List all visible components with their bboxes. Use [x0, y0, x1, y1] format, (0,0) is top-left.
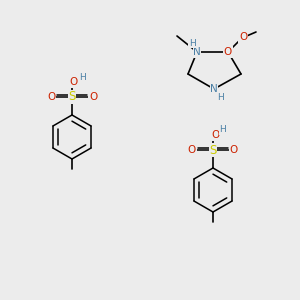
Text: O: O [188, 145, 196, 155]
Text: O: O [239, 32, 247, 42]
Text: O: O [89, 92, 97, 102]
Text: H: H [79, 73, 86, 82]
Text: H: H [189, 38, 195, 47]
Text: N: N [210, 84, 218, 94]
Text: S: S [209, 143, 217, 157]
Text: N: N [193, 47, 201, 57]
Text: O: O [224, 47, 232, 57]
Text: O: O [70, 77, 78, 87]
Text: O: O [47, 92, 55, 102]
Text: S: S [68, 91, 76, 103]
Text: O: O [230, 145, 238, 155]
Text: H: H [218, 94, 224, 103]
Text: H: H [220, 125, 226, 134]
Text: O: O [211, 130, 219, 140]
